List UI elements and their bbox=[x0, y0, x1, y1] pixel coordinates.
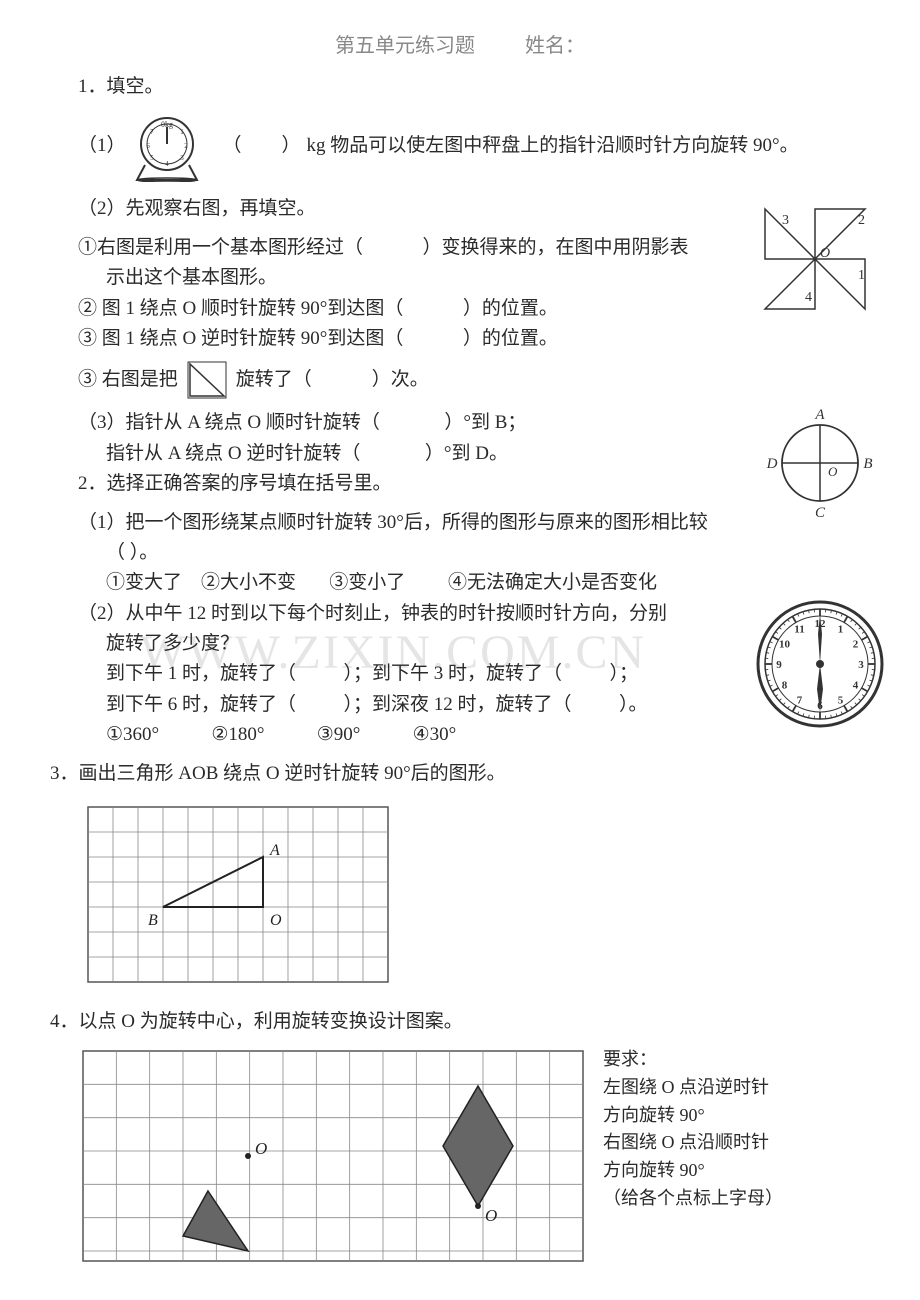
q1-p1-blank-close: ） bbox=[282, 131, 301, 161]
q2-p2-l4: 到下午 6 时，旋转了（ ）；到深夜 12 时，旋转了（ ）。 bbox=[50, 690, 870, 720]
svg-text:O: O bbox=[828, 464, 838, 479]
svg-text:C: C bbox=[815, 505, 826, 521]
q2-p1-blank: （ ）。 bbox=[50, 538, 870, 568]
q2-p2-l1: （2）从中午 12 时到以下每个时刻止，钟表的时针按顺时针方向，分别 bbox=[50, 599, 870, 629]
q4-req-l2: 方向旋转 90° bbox=[603, 1102, 783, 1130]
svg-text:2: 2 bbox=[184, 142, 188, 150]
svg-text:B: B bbox=[863, 456, 872, 472]
q1-p2-l1a: ①右图是利用一个基本图形经过（ bbox=[78, 237, 363, 258]
wm-O: O bbox=[820, 246, 830, 261]
svg-text:7: 7 bbox=[797, 694, 803, 706]
q1-p2-l3b: ）的位置。 bbox=[463, 328, 558, 349]
svg-text:10: 10 bbox=[779, 638, 791, 650]
windmill-figure: 3 2 1 4 O bbox=[750, 199, 880, 329]
q1-p2-l3a: ③ 图 1 绕点 O 逆时针旋转 90°到达图（ bbox=[78, 328, 403, 349]
q2-p1-text: （1）把一个图形绕某点顺时针旋转 30°后，所得的图形与原来的图形相比较 bbox=[50, 508, 870, 538]
q1-p1: （1） 0kg 1 2 3 4 5 6 7 （ ） kg 物品可以使左图中秤盘上… bbox=[50, 110, 870, 182]
q2-p2-opts: ①360° ②180° ③90° ④30° bbox=[50, 720, 870, 750]
svg-text:D: D bbox=[766, 456, 778, 472]
q1-p3-l2: 指针从 A 绕点 O 逆时针旋转（ ）°到 D。 bbox=[50, 439, 870, 469]
wm-1: 1 bbox=[858, 268, 865, 283]
svg-text:O: O bbox=[255, 1139, 267, 1158]
q1-p2-l2b: ）的位置。 bbox=[463, 298, 558, 319]
q1-p2-l1b: ）变换得来的，在图中用阴影表 bbox=[423, 237, 689, 258]
svg-text:O: O bbox=[270, 912, 282, 929]
wm-3: 3 bbox=[782, 213, 789, 228]
triangle-icon bbox=[184, 358, 230, 402]
q1-p1-text: kg 物品可以使左图中秤盘上的指针沿顺时针方向旋转 90°。 bbox=[307, 131, 799, 161]
wm-2: 2 bbox=[858, 213, 865, 228]
q2-label: 2．选择正确答案的序号填在括号里。 bbox=[50, 469, 870, 499]
q1-p2-l4c: ）次。 bbox=[372, 365, 429, 395]
svg-text:6: 6 bbox=[146, 142, 150, 150]
svg-text:A: A bbox=[814, 407, 825, 423]
svg-text:1: 1 bbox=[838, 623, 844, 635]
q1-p3-l2a: 指针从 A 绕点 O 逆时针旋转（ bbox=[106, 443, 360, 464]
q4-requirements: 要求： 左图绕 O 点沿逆时针 方向旋转 90° 右图绕 O 点沿顺时针 方向旋… bbox=[603, 1046, 783, 1213]
q1-p3-l1b: ）°到 B； bbox=[444, 412, 526, 433]
page-header: 第五单元练习题 姓名： bbox=[50, 30, 870, 62]
title: 第五单元练习题 bbox=[335, 35, 475, 57]
svg-text:3: 3 bbox=[858, 659, 864, 671]
q1-p3-l1a: （3）指针从 A 绕点 O 顺时针旋转（ bbox=[78, 412, 380, 433]
name-label: 姓名： bbox=[525, 35, 585, 57]
svg-text:11: 11 bbox=[794, 623, 804, 635]
q1-p2-l1: ①右图是利用一个基本图形经过（ ）变换得来的，在图中用阴影表 bbox=[50, 233, 870, 263]
q4-req-l4: 方向旋转 90° bbox=[603, 1157, 783, 1185]
q4-req-l1: 左图绕 O 点沿逆时针 bbox=[603, 1074, 783, 1102]
q4-grid: O O bbox=[50, 1046, 588, 1276]
svg-text:A: A bbox=[269, 842, 280, 859]
q1-p2-l3: ③ 图 1 绕点 O 逆时针旋转 90°到达图（ ）的位置。 bbox=[50, 324, 870, 354]
q1-p3-l2b: ）°到 D。 bbox=[425, 443, 508, 464]
q2-p2-l3: 到下午 1 时，旋转了（ ）；到下午 3 时，旋转了（ ）； bbox=[50, 659, 870, 689]
q1-label: 1．填空。 bbox=[50, 72, 870, 102]
svg-text:7: 7 bbox=[150, 128, 154, 136]
q2-p2-l2: 旋转了多少度？ bbox=[50, 629, 870, 659]
q1-p1-blank-open: （ bbox=[223, 131, 242, 161]
q1-p2-intro: （2）先观察右图，再填空。 bbox=[50, 194, 870, 224]
svg-text:1: 1 bbox=[180, 128, 184, 136]
svg-text:2: 2 bbox=[853, 638, 859, 650]
q4-req-l5: （给各个点标上字母） bbox=[603, 1185, 783, 1213]
wm-4: 4 bbox=[805, 290, 812, 305]
q2-p1-opts: ①变大了 ②大小不变 ③变小了 ④无法确定大小是否变化 bbox=[50, 568, 870, 598]
q1-p1-prefix: （1） bbox=[78, 131, 126, 161]
svg-text:B: B bbox=[148, 912, 158, 929]
q1-p2-l4: ③ 右图是把 旋转了（ ）次。 bbox=[50, 358, 870, 402]
svg-text:O: O bbox=[485, 1206, 497, 1225]
q1-p2-l1c: 示出这个基本图形。 bbox=[50, 263, 870, 293]
q1-p2-l2: ② 图 1 绕点 O 顺时针旋转 90°到达图（ ）的位置。 bbox=[50, 294, 870, 324]
q1-p2-l4a: ③ 右图是把 bbox=[78, 365, 178, 395]
q1-p2-l4b: 旋转了（ bbox=[236, 365, 312, 395]
clock-figure: 121234567891011 bbox=[750, 594, 890, 744]
q1-p2-l2a: ② 图 1 绕点 O 顺时针旋转 90°到达图（ bbox=[78, 298, 403, 319]
svg-text:4: 4 bbox=[853, 679, 859, 691]
svg-text:8: 8 bbox=[782, 679, 788, 691]
q3-label: 3．画出三角形 AOB 绕点 O 逆时针旋转 90°后的图形。 bbox=[50, 759, 870, 789]
svg-text:3: 3 bbox=[180, 154, 184, 162]
q1-p3-l1: （3）指针从 A 绕点 O 顺时针旋转（ ）°到 B； bbox=[50, 408, 870, 438]
q4-req-title: 要求： bbox=[603, 1046, 783, 1074]
q4-req-l3: 右图绕 O 点沿顺时针 bbox=[603, 1129, 783, 1157]
svg-text:5: 5 bbox=[150, 154, 154, 162]
q4-row: O O 要求： 左图绕 O 点沿逆时针 方向旋转 90° 右图绕 O 点沿顺时针… bbox=[50, 1046, 870, 1276]
q4-label: 4．以点 O 为旋转中心，利用旋转变换设计图案。 bbox=[50, 1007, 870, 1037]
svg-text:4: 4 bbox=[165, 160, 169, 168]
q3-grid: A B O bbox=[50, 797, 870, 997]
svg-text:5: 5 bbox=[838, 694, 844, 706]
compass-circle-figure: A B C D O bbox=[760, 403, 880, 533]
scale-icon: 0kg 1 2 3 4 5 6 7 bbox=[132, 110, 202, 182]
svg-text:9: 9 bbox=[776, 659, 782, 671]
